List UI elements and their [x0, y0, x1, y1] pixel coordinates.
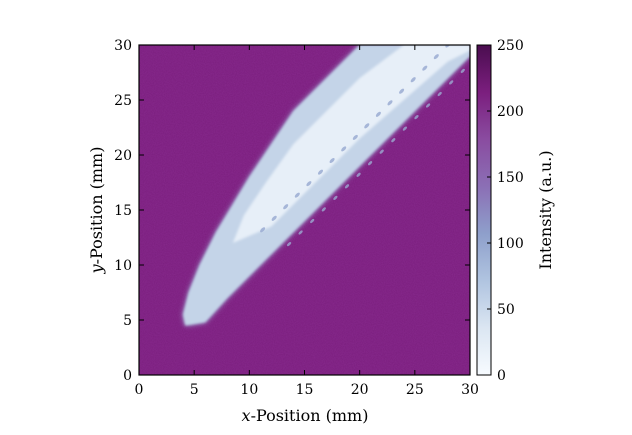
colorbar-ticks: 0 50 100 150 200 250 — [487, 38, 524, 384]
y-axis-label-var: y — [87, 263, 106, 274]
colorbar-tick-label: 0 — [497, 368, 506, 384]
object-core — [232, 45, 470, 243]
x-tick-label: 5 — [190, 382, 199, 398]
thread-mark — [391, 138, 396, 143]
x-tick-label: 15 — [296, 382, 314, 398]
thread-mark — [294, 192, 300, 198]
y-tick-label: 5 — [123, 313, 132, 329]
thread-mark — [352, 134, 358, 140]
thread-mark — [329, 157, 335, 164]
y-axis-label: y-Position (mm) — [87, 147, 106, 275]
thread-mark — [414, 115, 419, 120]
colorbar — [476, 44, 492, 376]
y-axis-label-text: -Position (mm) — [87, 147, 106, 265]
thread-mark — [472, 57, 478, 63]
thread-mark — [433, 54, 439, 60]
y-axis: 0 5 10 15 20 25 30 — [114, 38, 470, 384]
x-axis: 0 5 10 15 20 25 30 — [135, 45, 479, 398]
thread-mark — [379, 149, 384, 154]
thread-mark — [449, 80, 454, 85]
thread-mark — [456, 30, 463, 37]
x-tick-label: 20 — [351, 382, 369, 398]
colorbar-tick-label: 50 — [497, 302, 515, 318]
colorbar-tick-label: 250 — [497, 38, 524, 54]
x-axis-label: x-Position (mm) — [242, 406, 369, 425]
thread-mark — [287, 242, 292, 247]
x-axis-label-text: -Position (mm) — [251, 406, 369, 425]
thread-mark — [356, 172, 361, 177]
thread-mark — [364, 123, 370, 129]
y-tick-label: 30 — [114, 38, 132, 54]
thread-mark — [422, 65, 428, 71]
thread-mark — [426, 103, 431, 108]
thread-mark — [375, 111, 381, 117]
y-tick-label: 15 — [114, 203, 132, 219]
object-body — [183, 45, 470, 326]
thread-mark — [399, 88, 405, 94]
x-tick-label: 25 — [406, 382, 424, 398]
heatmap-plot — [139, 30, 478, 375]
y-tick-label: 0 — [123, 368, 132, 384]
thread-mark — [298, 230, 303, 235]
colorbar-label: Intensity (a.u.) — [536, 150, 555, 269]
thread-mark — [387, 100, 393, 106]
y-tick-label: 20 — [114, 148, 132, 164]
x-tick-label: 10 — [240, 382, 258, 398]
y-tick-label: 10 — [114, 258, 132, 274]
x-tick-label: 30 — [461, 382, 479, 398]
thread-mark — [402, 126, 407, 131]
colorbar-tick-label: 150 — [497, 170, 524, 186]
y-tick-label: 25 — [114, 93, 132, 109]
x-axis-label-var: x — [242, 406, 251, 425]
thread-mark — [283, 204, 289, 210]
colorbar-tick-label: 100 — [497, 236, 524, 252]
thread-mark — [341, 146, 347, 152]
thread-mark — [271, 215, 277, 221]
thread-mark — [260, 227, 266, 233]
thread-mark — [310, 218, 315, 224]
thread-mark — [321, 207, 326, 212]
thread-mark — [333, 195, 338, 200]
thread-mark — [410, 77, 416, 83]
thread-mark — [317, 169, 324, 175]
thread-mark — [460, 68, 465, 73]
thread-mark — [344, 184, 350, 189]
thread-mark — [368, 161, 373, 166]
x-tick-label: 0 — [135, 382, 144, 398]
thread-mark — [437, 91, 442, 97]
colorbar-tick-label: 200 — [497, 104, 524, 120]
thread-mark — [306, 181, 312, 187]
